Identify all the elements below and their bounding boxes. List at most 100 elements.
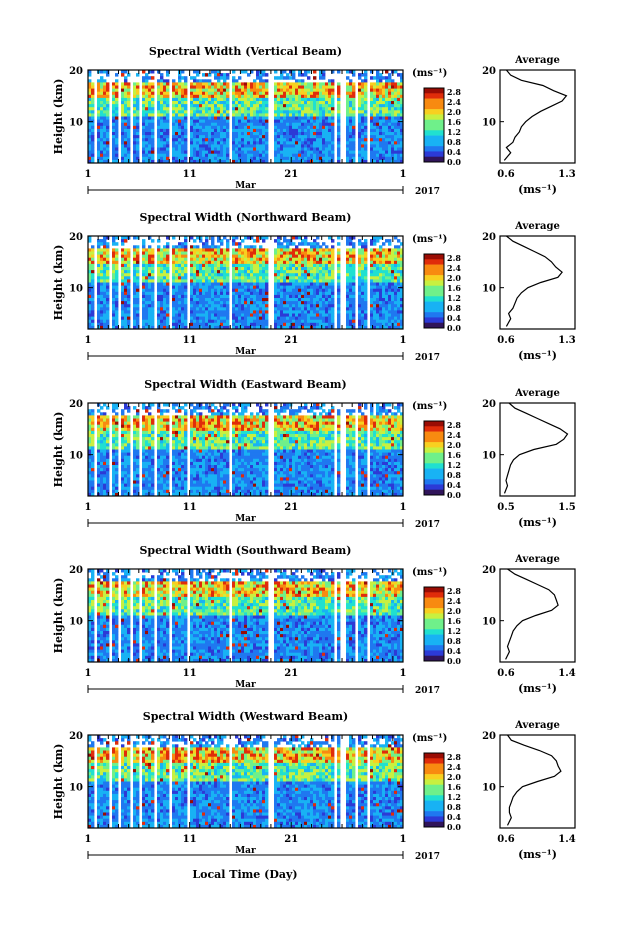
heatmap-cell <box>211 144 215 148</box>
heatmap-cell <box>241 325 245 330</box>
heatmap-cell <box>157 156 161 161</box>
heatmap-cell <box>217 138 221 142</box>
heatmap-cell <box>217 85 221 89</box>
heatmap-cell <box>148 288 152 293</box>
heatmap-cell <box>244 301 248 305</box>
heatmap-cell <box>112 304 116 308</box>
heatmap-cell <box>346 82 350 86</box>
heatmap-cell <box>307 128 311 133</box>
heatmap-cell <box>313 245 317 249</box>
heatmap-cell <box>247 279 251 283</box>
heatmap-cell <box>349 236 353 240</box>
heatmap-cell <box>283 245 287 249</box>
heatmap-cell <box>304 156 308 161</box>
heatmap-cell <box>235 138 239 142</box>
heatmap-cell <box>259 313 263 317</box>
heatmap-cell <box>193 147 197 151</box>
heatmap-cell <box>202 153 206 158</box>
heatmap-cell <box>106 325 110 330</box>
heatmap-cell <box>373 113 377 117</box>
heatmap-cell <box>142 101 146 105</box>
heatmap-cell <box>262 288 266 293</box>
heatmap-cell <box>199 150 203 155</box>
heatmap-cell <box>142 156 146 161</box>
heatmap-cell <box>88 147 92 151</box>
heatmap-cell <box>214 144 218 148</box>
heatmap-cell <box>307 307 311 311</box>
heatmap-cell <box>145 248 149 252</box>
heatmap-cell <box>133 285 137 290</box>
heatmap-cell <box>100 251 104 255</box>
heatmap-cell <box>166 82 170 86</box>
heatmap-cell <box>301 242 305 246</box>
heatmap-cell <box>385 263 389 268</box>
heatmap-cell <box>226 325 230 330</box>
heatmap-cell <box>349 285 353 290</box>
heatmap-cell <box>166 79 170 83</box>
heatmap-cell <box>217 122 221 127</box>
heatmap-cell <box>124 125 128 130</box>
heatmap-cell <box>277 144 281 148</box>
heatmap-cell <box>289 282 293 286</box>
heatmap-cell <box>190 310 194 314</box>
heatmap-cell <box>322 294 326 299</box>
heatmap-cell <box>385 101 389 105</box>
heatmap-cell <box>115 236 119 240</box>
heatmap-cell <box>247 141 251 145</box>
heatmap-cell <box>337 254 341 259</box>
heatmap-cell <box>121 159 125 164</box>
heatmap-cell <box>388 301 392 305</box>
heatmap-cell <box>160 97 164 102</box>
heatmap-cell <box>175 322 179 327</box>
heatmap-cell <box>127 85 131 89</box>
heatmap-cell <box>181 150 185 155</box>
heatmap-cell <box>283 251 287 255</box>
heatmap-cell <box>133 254 137 259</box>
heatmap-cell <box>181 257 185 262</box>
heatmap-cell <box>184 251 188 255</box>
heatmap-cell <box>286 248 290 252</box>
heatmap-cell <box>121 153 125 158</box>
heatmap-cell <box>238 116 242 120</box>
heatmap-cell <box>304 263 308 268</box>
heatmap-cell <box>196 270 200 274</box>
heatmap-cell <box>280 248 284 252</box>
heatmap-cell <box>328 294 332 299</box>
heatmap-cell <box>319 291 323 296</box>
heatmap-cell <box>145 325 149 330</box>
heatmap-cell <box>376 270 380 274</box>
heatmap-cell <box>148 91 152 96</box>
heatmap-cell <box>112 104 116 108</box>
heatmap-cell <box>163 116 167 120</box>
heatmap-cell <box>211 285 215 290</box>
heatmap-cell <box>301 322 305 327</box>
heatmap-cell <box>328 325 332 330</box>
heatmap-cell <box>175 138 179 142</box>
heatmap-cell <box>400 125 404 130</box>
heatmap-cell <box>217 132 221 136</box>
heatmap-cell <box>388 288 392 293</box>
heatmap-cell <box>124 316 128 321</box>
heatmap-cell <box>205 125 209 130</box>
heatmap-cell <box>181 267 185 271</box>
heatmap-cell <box>160 79 164 83</box>
heatmap-cell <box>385 322 389 327</box>
heatmap-cell <box>322 125 326 130</box>
heatmap-cell <box>361 94 365 99</box>
heatmap-cell <box>376 239 380 243</box>
heatmap-cell <box>88 316 92 321</box>
heatmap-cell <box>103 91 107 96</box>
heatmap-cell <box>178 150 182 155</box>
heatmap-cell <box>151 110 155 114</box>
heatmap-cell <box>157 291 161 296</box>
heatmap-cell <box>157 316 161 321</box>
heatmap-cell <box>376 101 380 105</box>
heatmap-cell <box>262 85 266 89</box>
heatmap-cell <box>103 97 107 102</box>
heatmap-cell <box>181 116 185 120</box>
heatmap-cell <box>178 279 182 283</box>
heatmap-cell <box>172 307 176 311</box>
heatmap-cell <box>262 251 266 255</box>
heatmap-cell <box>385 239 389 243</box>
heatmap-cell <box>133 310 137 314</box>
